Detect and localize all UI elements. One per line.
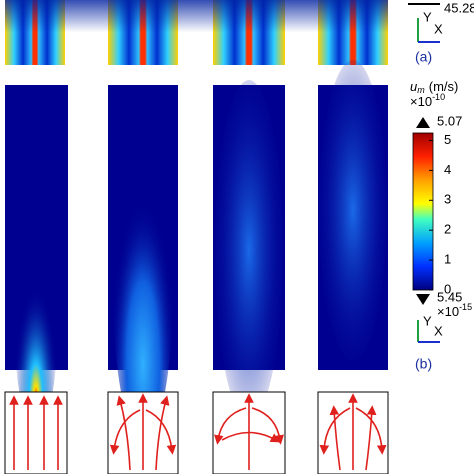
arrow	[145, 409, 177, 455]
cb-title: um (m/s)	[410, 79, 458, 95]
arrow	[116, 395, 131, 471]
arrow	[214, 407, 247, 445]
cb-min-scale-base: ×10	[437, 304, 459, 319]
axis-x-label: X	[434, 21, 443, 36]
streamline-panel	[4, 391, 68, 474]
axis-y-label: Y	[423, 313, 432, 328]
cb-tick-label: 1	[444, 252, 451, 267]
cb-symbol: u	[410, 79, 417, 94]
arrow	[355, 407, 387, 455]
plume	[14, 210, 58, 430]
cb-unit: (m/s)	[429, 79, 459, 94]
row-a	[5, 0, 388, 65]
cb-scale: ×10-10	[410, 92, 445, 109]
cb-min-scale: ×10-15	[437, 302, 472, 319]
cb-min: 5.45	[437, 289, 462, 304]
cb-tick-label: 2	[444, 222, 451, 237]
cb-tick-label: 0	[444, 281, 451, 296]
colorbar	[412, 132, 434, 291]
cb-scale-base: ×10	[410, 94, 432, 109]
plume	[215, 80, 283, 420]
cb-tick-label: 4	[444, 162, 451, 177]
panel-label: (a)	[415, 49, 432, 65]
axis-x-label: X	[434, 323, 443, 338]
plume	[113, 140, 173, 440]
arrow	[365, 405, 377, 471]
cb-min-scale-exp: -15	[459, 302, 472, 312]
panel-label: (b)	[415, 356, 432, 372]
row-b	[5, 60, 388, 440]
arrow	[221, 431, 281, 443]
min-marker	[416, 294, 430, 305]
arrow	[329, 405, 341, 471]
cb-tick-label: 3	[444, 192, 451, 207]
row-c	[4, 391, 389, 474]
cb-tick-label: 5	[444, 132, 451, 147]
arrow	[155, 395, 170, 471]
cb-subscript: m	[417, 85, 425, 95]
top-value: 45.28	[444, 0, 474, 15]
arrow	[319, 407, 351, 455]
plume	[319, 60, 387, 360]
shade	[5, 0, 388, 65]
max-marker	[416, 117, 430, 128]
cb-max: 5.07	[437, 113, 462, 128]
axis-y-label: Y	[423, 9, 432, 24]
cb-scale-exp: -10	[432, 92, 445, 102]
arrow	[109, 409, 141, 455]
